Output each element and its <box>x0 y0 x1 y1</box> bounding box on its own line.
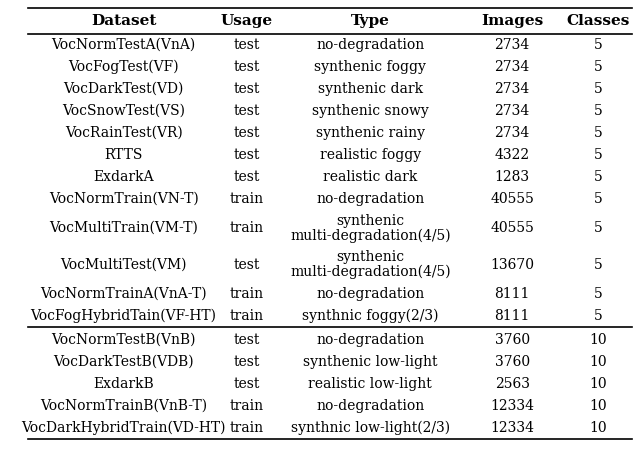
Text: synthenic foggy: synthenic foggy <box>314 60 426 73</box>
Text: 40555: 40555 <box>490 192 534 206</box>
Text: 2734: 2734 <box>495 38 530 52</box>
Text: no-degradation: no-degradation <box>316 38 424 52</box>
Text: synthenic: synthenic <box>336 214 404 227</box>
Text: 8111: 8111 <box>495 309 530 323</box>
Text: 12334: 12334 <box>490 399 534 413</box>
Text: no-degradation: no-degradation <box>316 333 424 347</box>
Text: test: test <box>234 148 260 162</box>
Text: 10: 10 <box>589 399 607 413</box>
Text: VocMultiTest(VM): VocMultiTest(VM) <box>60 258 187 271</box>
Text: realistic dark: realistic dark <box>323 170 417 184</box>
Text: VocNormTrainB(VnB-T): VocNormTrainB(VnB-T) <box>40 399 207 413</box>
Text: synthenic low-light: synthenic low-light <box>303 355 438 369</box>
Text: Usage: Usage <box>221 14 273 28</box>
Text: 2734: 2734 <box>495 81 530 96</box>
Text: test: test <box>234 170 260 184</box>
Text: realistic foggy: realistic foggy <box>320 148 421 162</box>
Text: test: test <box>234 333 260 347</box>
Text: no-degradation: no-degradation <box>316 399 424 413</box>
Text: 10: 10 <box>589 333 607 347</box>
Text: Type: Type <box>351 14 390 28</box>
Text: 3760: 3760 <box>495 355 530 369</box>
Text: train: train <box>230 309 264 323</box>
Text: 8111: 8111 <box>495 287 530 301</box>
Text: realistic low-light: realistic low-light <box>308 377 432 391</box>
Text: 5: 5 <box>594 81 603 96</box>
Text: 5: 5 <box>594 192 603 206</box>
Text: 5: 5 <box>594 258 603 271</box>
Text: 10: 10 <box>589 355 607 369</box>
Text: synthnic low-light(2/3): synthnic low-light(2/3) <box>291 421 450 435</box>
Text: train: train <box>230 421 264 435</box>
Text: 12334: 12334 <box>490 421 534 435</box>
Text: 5: 5 <box>594 170 603 184</box>
Text: VocFogTest(VF): VocFogTest(VF) <box>68 59 179 74</box>
Text: test: test <box>234 126 260 140</box>
Text: test: test <box>234 258 260 271</box>
Text: 5: 5 <box>594 309 603 323</box>
Text: 5: 5 <box>594 148 603 162</box>
Text: test: test <box>234 81 260 96</box>
Text: synthenic dark: synthenic dark <box>317 81 423 96</box>
Text: 5: 5 <box>594 126 603 140</box>
Text: VocNormTrain(VN-T): VocNormTrain(VN-T) <box>49 192 198 206</box>
Text: Images: Images <box>481 14 543 28</box>
Text: train: train <box>230 192 264 206</box>
Text: no-degradation: no-degradation <box>316 287 424 301</box>
Text: multi-degradation(4/5): multi-degradation(4/5) <box>290 265 451 279</box>
Text: test: test <box>234 355 260 369</box>
Text: 10: 10 <box>589 421 607 435</box>
Text: 5: 5 <box>594 221 603 235</box>
Text: train: train <box>230 221 264 235</box>
Text: synthenic: synthenic <box>336 250 404 264</box>
Text: VocFogHybridTain(VF-HT): VocFogHybridTain(VF-HT) <box>31 309 216 323</box>
Text: 2734: 2734 <box>495 104 530 118</box>
Text: 13670: 13670 <box>490 258 534 271</box>
Text: 4322: 4322 <box>495 148 530 162</box>
Text: VocDarkTest(VD): VocDarkTest(VD) <box>63 81 184 96</box>
Text: test: test <box>234 38 260 52</box>
Text: VocNormTestA(VnA): VocNormTestA(VnA) <box>51 38 196 52</box>
Text: VocSnowTest(VS): VocSnowTest(VS) <box>62 104 185 118</box>
Text: 1283: 1283 <box>495 170 530 184</box>
Text: 2563: 2563 <box>495 377 530 391</box>
Text: synthnic foggy(2/3): synthnic foggy(2/3) <box>302 309 438 323</box>
Text: test: test <box>234 377 260 391</box>
Text: 5: 5 <box>594 60 603 73</box>
Text: 3760: 3760 <box>495 333 530 347</box>
Text: 40555: 40555 <box>490 221 534 235</box>
Text: multi-degradation(4/5): multi-degradation(4/5) <box>290 228 451 243</box>
Text: VocNormTestB(VnB): VocNormTestB(VnB) <box>51 333 196 347</box>
Text: 5: 5 <box>594 104 603 118</box>
Text: 10: 10 <box>589 377 607 391</box>
Text: VocDarkTestB(VDB): VocDarkTestB(VDB) <box>53 355 194 369</box>
Text: VocRainTest(VR): VocRainTest(VR) <box>65 126 182 140</box>
Text: no-degradation: no-degradation <box>316 192 424 206</box>
Text: train: train <box>230 287 264 301</box>
Text: 5: 5 <box>594 38 603 52</box>
Text: 2734: 2734 <box>495 126 530 140</box>
Text: synthenic snowy: synthenic snowy <box>312 104 429 118</box>
Text: Classes: Classes <box>567 14 630 28</box>
Text: VocMultiTrain(VM-T): VocMultiTrain(VM-T) <box>49 221 198 235</box>
Text: VocNormTrainA(VnA-T): VocNormTrainA(VnA-T) <box>40 287 207 301</box>
Text: train: train <box>230 399 264 413</box>
Text: synthenic rainy: synthenic rainy <box>316 126 425 140</box>
Text: test: test <box>234 104 260 118</box>
Text: Dataset: Dataset <box>91 14 156 28</box>
Text: 5: 5 <box>594 287 603 301</box>
Text: ExdarkA: ExdarkA <box>93 170 154 184</box>
Text: RTTS: RTTS <box>104 148 143 162</box>
Text: test: test <box>234 60 260 73</box>
Text: ExdarkB: ExdarkB <box>93 377 154 391</box>
Text: 2734: 2734 <box>495 60 530 73</box>
Text: VocDarkHybridTrain(VD-HT): VocDarkHybridTrain(VD-HT) <box>21 421 226 435</box>
